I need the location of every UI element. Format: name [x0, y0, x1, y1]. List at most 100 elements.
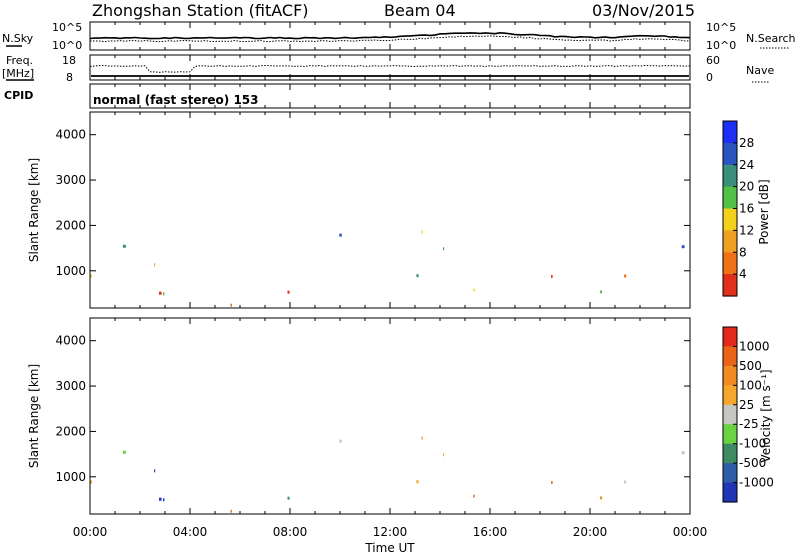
colorbar-segment — [723, 252, 737, 275]
nsearch-tick-low: 10^0 — [706, 39, 736, 52]
power-colorbar: 4 8 12 16 20 24 28 — [722, 120, 754, 297]
date-label: 03/Nov/2015 — [592, 1, 695, 20]
colorbar-segment — [723, 274, 737, 297]
y-tick-label: 3000 — [55, 379, 86, 393]
y-tick-label: 2000 — [55, 218, 86, 232]
velocity-cell — [473, 494, 475, 498]
velocity-cell — [600, 496, 603, 500]
nsky-tick-low: 10^0 — [52, 39, 82, 52]
power-cell — [681, 245, 685, 249]
power-cell — [159, 291, 162, 295]
x-tick-label: 16:00 — [473, 525, 508, 539]
x-tick-label: 00:00 — [673, 525, 708, 539]
power-cell — [163, 292, 165, 296]
freq-label-line2: [MHz] — [2, 67, 34, 80]
velocity-colorbar: 1000 500 100 25 -25 -100 -500 -1000 — [722, 326, 774, 503]
power-cell — [600, 290, 603, 294]
power-heatmap-cells — [90, 230, 685, 307]
power-cell — [154, 263, 156, 267]
beam-label: Beam 04 — [384, 1, 456, 20]
nsky-label: N.Sky — [2, 32, 34, 45]
colorbar-tick-label: -25 — [739, 417, 759, 431]
x-tick-label: 20:00 — [573, 525, 608, 539]
colorbar-tick-label: 8 — [739, 245, 747, 259]
x-tick-label: 12:00 — [373, 525, 408, 539]
cpid-value: normal (fast stereo) 153 — [93, 93, 259, 107]
velocity-cell — [443, 453, 445, 457]
colorbar-segment — [723, 208, 737, 231]
colorbar-tick-label: 1000 — [739, 339, 770, 353]
nsky-tick-high: 10^5 — [52, 21, 82, 34]
colorbar-tick-label: 24 — [739, 158, 754, 172]
nave-label: Nave — [746, 64, 774, 77]
colorbar-tick-label: 12 — [739, 223, 754, 237]
colorbar-tick-label: -100 — [739, 437, 766, 451]
nsearch-tick-high: 10^5 — [706, 21, 736, 34]
velocity-y-axis: 1000 2000 3000 4000 — [55, 334, 690, 484]
velocity-cell — [90, 480, 92, 484]
colorbar-segment — [723, 164, 737, 188]
power-cell — [122, 244, 126, 248]
y-tick-label: 4000 — [55, 334, 86, 348]
colorbar-segment — [723, 385, 737, 406]
x-tick-label: 08:00 — [273, 525, 308, 539]
x-axis-label: Time UT — [364, 541, 415, 554]
power-colorbar-label: Power [dB] — [757, 179, 771, 244]
nave-series-line — [89, 64, 691, 73]
power-cell — [287, 290, 290, 294]
colorbar-segment — [723, 121, 737, 144]
colorbar-segment — [723, 482, 737, 503]
colorbar-tick-label: -500 — [739, 456, 766, 470]
x-tick-label: 04:00 — [173, 525, 208, 539]
colorbar-tick-label: 16 — [739, 202, 754, 216]
time-x-axis: 00:00 04:00 08:00 12:00 16:00 20:00 00:00 — [73, 22, 708, 539]
nsearch-label: N.Search — [746, 32, 796, 45]
nsky-series-line — [89, 31, 691, 40]
freq-tick-low: 8 — [66, 71, 73, 84]
power-cell — [443, 247, 445, 251]
colorbar-tick-label: 20 — [739, 180, 754, 194]
colorbar-segment — [723, 443, 737, 464]
power-cell — [416, 274, 419, 278]
freq-tick-high: 18 — [62, 54, 76, 67]
cpid-label: CPID — [4, 89, 33, 102]
velocity-cell — [416, 480, 419, 484]
velocity-heatmap-cells — [90, 436, 685, 513]
colorbar-segment — [723, 142, 737, 166]
velocity-cell — [230, 509, 232, 513]
power-cell — [230, 303, 232, 307]
velocity-cell — [154, 469, 156, 473]
velocity-cell — [339, 439, 342, 443]
colorbar-tick-label: -1000 — [739, 476, 774, 490]
power-panel-frame — [89, 111, 691, 309]
velocity-cell — [551, 481, 553, 484]
velocity-cell — [681, 451, 685, 455]
colorbar-tick-label: 25 — [739, 398, 754, 412]
station-title: Zhongshan Station (fitACF) — [92, 1, 309, 20]
power-y-axis-label: Slant Range [km] — [27, 158, 41, 262]
nsearch-series-line — [89, 35, 691, 43]
nave-tick-high: 60 — [706, 54, 720, 67]
nave-tick-low: 0 — [706, 71, 713, 84]
y-tick-label: 3000 — [55, 173, 86, 187]
colorbar-segment — [723, 230, 737, 253]
power-y-axis: 1000 2000 3000 4000 — [55, 128, 690, 278]
colorbar-segment — [723, 463, 737, 484]
velocity-panel-frame — [89, 317, 691, 515]
velocity-y-axis-label: Slant Range [km] — [27, 364, 41, 468]
y-tick-label: 2000 — [55, 424, 86, 438]
colorbar-frame — [722, 326, 738, 503]
velocity-cell — [159, 497, 162, 501]
velocity-cell — [287, 496, 290, 500]
colorbar-tick-label: 28 — [739, 136, 754, 150]
velocity-cell — [624, 480, 627, 484]
y-tick-label: 4000 — [55, 128, 86, 142]
colorbar-segment — [723, 365, 737, 386]
colorbar-segment — [723, 346, 737, 367]
freq-label-line1: Freq. — [6, 54, 33, 67]
x-tick-label: 00:00 — [73, 525, 108, 539]
colorbar-segment — [723, 186, 737, 210]
velocity-cell — [421, 436, 423, 440]
power-cell — [90, 274, 92, 278]
